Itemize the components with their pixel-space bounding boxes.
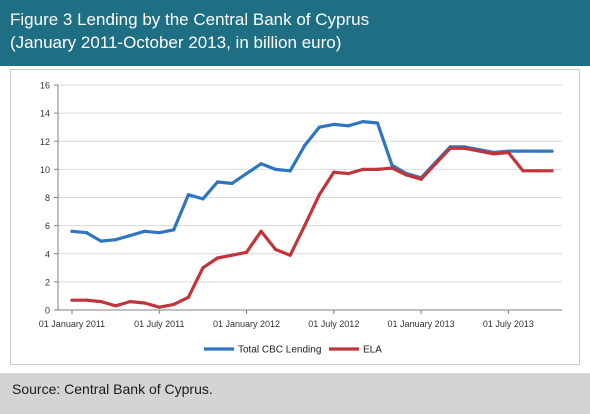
data-point <box>172 302 176 306</box>
chart-panel: 0 2 4 6 8 10 12 14 16 01 January 2011 01 July 2011… <box>10 69 580 365</box>
y-tick-label: 2 <box>45 277 50 287</box>
data-point <box>274 167 278 171</box>
data-point <box>215 256 220 260</box>
data-point <box>361 167 365 171</box>
data-point <box>477 149 481 153</box>
source-note: Source: Central Bank of Cyprus. <box>12 381 213 397</box>
data-point <box>244 250 249 254</box>
figure-subtitle: (January 2011-October 2013, in billion e… <box>10 33 342 52</box>
data-point <box>404 173 409 177</box>
data-point <box>143 301 147 305</box>
data-point <box>346 171 350 176</box>
legend-label: Total CBC Lending <box>238 345 321 356</box>
data-point <box>506 150 510 155</box>
data-point <box>128 233 132 238</box>
data-point <box>419 177 423 181</box>
data-point <box>434 162 438 166</box>
data-point <box>332 170 336 174</box>
data-point <box>550 149 554 153</box>
data-point <box>114 304 118 308</box>
data-point <box>99 239 103 243</box>
data-point <box>361 119 365 124</box>
data-point <box>157 305 161 309</box>
data-point <box>317 193 321 197</box>
data-point <box>172 228 176 232</box>
data-point <box>288 253 292 257</box>
y-tick-label: 4 <box>45 249 50 259</box>
figure-footer: Source: Central Bank of Cyprus. <box>0 373 590 414</box>
data-point <box>186 193 190 197</box>
y-tick-label: 16 <box>40 81 50 91</box>
data-point <box>230 253 234 257</box>
data-point <box>303 224 307 228</box>
data-point <box>521 169 525 173</box>
data-point <box>70 298 74 302</box>
data-point <box>84 231 89 235</box>
data-point <box>157 231 161 235</box>
y-tick-label: 12 <box>40 137 50 147</box>
data-point <box>230 181 234 186</box>
data-point <box>259 162 263 166</box>
data-point <box>70 229 74 233</box>
data-point <box>375 121 380 125</box>
legend-total-cbc-lending: Total CBC Lending <box>204 345 321 356</box>
data-point <box>492 152 496 156</box>
line-chart: 0 2 4 6 8 10 12 14 16 01 January 2011 01 July 2011… <box>39 81 562 356</box>
total-cbc-lending-line <box>70 119 554 243</box>
data-point <box>521 149 525 153</box>
data-point <box>390 166 394 170</box>
data-point <box>463 146 467 150</box>
data-point <box>143 229 147 233</box>
data-point <box>215 180 220 184</box>
data-point <box>99 299 103 304</box>
y-tick-label: 14 <box>40 109 50 119</box>
data-point <box>535 169 540 173</box>
legend-label: ELA <box>363 345 382 356</box>
x-tick-label: 01 January 2013 <box>388 319 455 329</box>
data-point <box>535 149 540 153</box>
data-point <box>288 169 292 173</box>
x-tick-label: 01 January 2012 <box>213 319 280 329</box>
data-point <box>274 247 278 252</box>
data-point <box>128 299 132 304</box>
data-point <box>346 124 350 128</box>
data-point <box>550 169 554 173</box>
y-tick-label: 6 <box>45 221 50 231</box>
figure-header: Figure 3 Lending by the Central Bank of … <box>0 0 590 66</box>
data-point <box>259 229 263 233</box>
data-point <box>186 295 190 299</box>
y-tick-label: 8 <box>45 193 50 203</box>
data-point <box>390 163 394 167</box>
data-point <box>332 122 336 126</box>
figure-title: Figure 3 Lending by the Central Bank of … <box>10 10 370 29</box>
data-point <box>317 125 321 129</box>
data-point <box>201 197 205 201</box>
x-tick-label: 01 July 2012 <box>308 319 359 329</box>
x-tick-label: 01 July 2013 <box>483 319 534 329</box>
data-point <box>448 146 452 150</box>
legend-ela: ELA <box>329 345 382 356</box>
x-tick-label: 01 January 2011 <box>39 319 105 329</box>
y-tick-label: 10 <box>40 165 50 175</box>
x-tick-label: 01 July 2011 <box>134 319 184 329</box>
data-point <box>201 266 205 270</box>
y-tick-label: 0 <box>45 306 50 316</box>
ela-line <box>70 146 554 309</box>
data-point <box>303 143 307 148</box>
data-point <box>375 167 380 171</box>
data-point <box>84 298 89 302</box>
data-point <box>244 171 249 176</box>
data-point <box>114 238 118 242</box>
